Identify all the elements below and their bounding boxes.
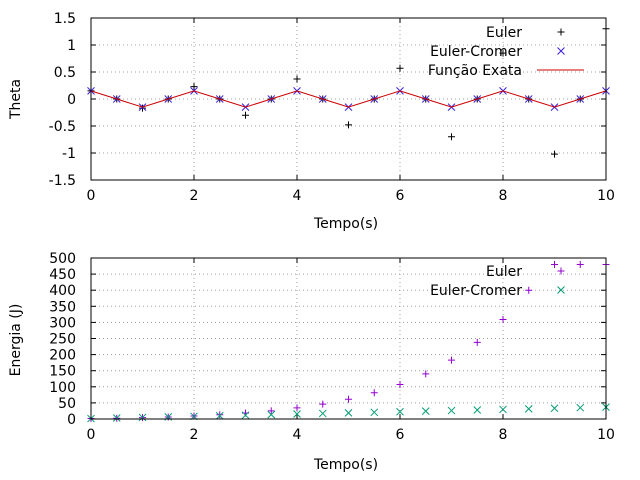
energy-data-point (422, 370, 430, 378)
energy-data-point (448, 356, 455, 364)
energy-data-point (370, 408, 379, 417)
energy-x-tick-label: 10 (597, 427, 615, 443)
energy-plot-frame (90, 257, 607, 420)
energy-data-point (524, 405, 533, 413)
energy-legend-label: Euler (486, 264, 522, 280)
theta-x-tick-label: 8 (499, 188, 508, 204)
energy-data-point (319, 400, 327, 408)
energy-data-point (421, 407, 430, 415)
energy-y-tick-label: 0 (67, 412, 76, 428)
theta-y-tick-label: -1.5 (49, 173, 76, 189)
theta-data-point (345, 121, 352, 129)
energy-legend-label: Euler-Cromer (430, 283, 522, 299)
energy-y-tick-label: 200 (49, 348, 76, 364)
energy-data-point (525, 286, 533, 294)
energy-panel: Energia (J) Tempo(s) 0 2 4 6 8 10500450400350… (8, 251, 615, 473)
theta-data-point (396, 64, 404, 72)
theta-x-axis-label: Tempo(s) (313, 216, 378, 232)
energy-data-point (396, 407, 404, 416)
energy-data-point (267, 407, 275, 415)
energy-data-point (318, 409, 327, 418)
theta-legend: Euler Euler-Cromer Função Exata (428, 25, 584, 79)
theta-data-point (293, 75, 301, 83)
energy-y-tick-label: 50 (58, 396, 76, 412)
energy-data-point (241, 411, 250, 420)
energy-legend-swatch (557, 286, 565, 294)
theta-y-axis-label: Theta (8, 79, 24, 120)
energy-x-axis-label: Tempo(s) (313, 457, 378, 473)
theta-data-point (448, 133, 455, 141)
theta-y-tick-label: -1 (62, 146, 76, 162)
energy-data-point (550, 404, 559, 413)
theta-x-tick-label: 4 (293, 188, 302, 204)
energy-data-point (215, 411, 224, 420)
theta-y-tick-label: 0.5 (54, 65, 76, 81)
energy-data-point (576, 403, 585, 412)
energy-data-point (293, 404, 301, 412)
energy-data-point (293, 410, 301, 418)
energy-data-point (267, 410, 276, 419)
theta-y-tick-label: 1 (67, 38, 76, 54)
energy-legend-swatch (557, 267, 565, 275)
energy-data-point (345, 395, 352, 403)
theta-grid: 0 2 4 6 8 10 1.5 1 0.5 0 -0.5 -1 -1.5 (49, 11, 615, 204)
theta-legend-label: Função Exata (428, 63, 522, 79)
theta-x-tick-label: 6 (396, 188, 405, 204)
theta-data-point (499, 49, 507, 57)
energy-data-point (473, 406, 482, 414)
energy-y-tick-label: 100 (49, 380, 76, 396)
energy-series-group (87, 260, 610, 423)
theta-y-tick-label: 1.5 (54, 11, 76, 27)
theta-legend-label: Euler-Cromer (430, 44, 522, 60)
energy-data-point (138, 413, 147, 422)
theta-series-group (87, 25, 610, 158)
theta-legend-swatch (557, 28, 565, 36)
theta-data-point (551, 150, 558, 158)
theta-data-point (242, 111, 249, 119)
energy-y-tick-label: 150 (49, 364, 76, 380)
energy-y-axis-label: Energia (J) (8, 304, 24, 377)
theta-data-point (139, 104, 146, 112)
energy-data-point (447, 406, 456, 415)
energy-data-point (551, 260, 558, 268)
theta-series-2 (90, 90, 607, 108)
theta-legend-label: Euler (486, 25, 522, 41)
energy-data-point (216, 411, 224, 419)
theta-series-line (90, 90, 607, 108)
energy-data-point (473, 338, 481, 346)
energy-data-point (370, 389, 378, 397)
energy-data-point (344, 408, 353, 417)
energy-x-tick-label: 0 (87, 427, 96, 443)
theta-plot-frame (90, 17, 607, 181)
energy-data-point (499, 405, 507, 414)
energy-y-tick-label: 500 (49, 251, 76, 267)
energy-series-0 (87, 260, 610, 423)
energy-data-point (499, 316, 507, 324)
energy-y-tick-label: 400 (49, 283, 76, 299)
theta-x-tick-label: 0 (87, 188, 96, 204)
energy-y-tick-label: 250 (49, 332, 76, 348)
energy-y-tick-label: 350 (49, 299, 76, 315)
energy-x-tick-label: 6 (396, 427, 405, 443)
theta-x-tick-label: 2 (190, 188, 199, 204)
energy-x-tick-label: 8 (499, 427, 508, 443)
energy-data-point (576, 260, 584, 268)
energy-x-tick-label: 2 (190, 427, 199, 443)
theta-data-point (190, 83, 198, 91)
energy-data-point (396, 381, 404, 389)
energy-y-tick-label: 450 (49, 267, 76, 283)
theta-y-tick-label: 0 (67, 92, 76, 108)
energy-legend: Euler Euler-Cromer (430, 264, 565, 299)
energy-x-tick-label: 4 (293, 427, 302, 443)
theta-legend-swatch (557, 47, 565, 55)
energy-data-point (112, 414, 121, 422)
theta-y-tick-label: -0.5 (49, 119, 76, 135)
energy-y-tick-label: 300 (49, 315, 76, 331)
theta-panel: Theta Tempo(s) 0 2 4 6 8 10 1.5 1 0.5 0 -0.5 -1 -1.5… (8, 11, 615, 232)
theta-x-tick-label: 10 (597, 188, 615, 204)
